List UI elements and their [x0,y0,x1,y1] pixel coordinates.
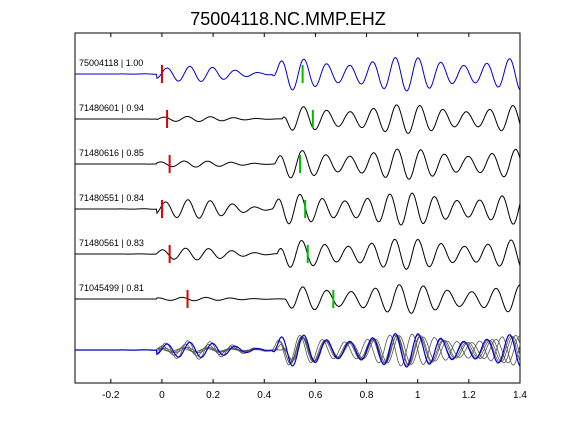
waveform-trace [75,238,521,270]
x-tick-label: 0.8 [360,390,374,401]
x-tick-label: 1.2 [462,390,476,401]
x-tick-label: 1.4 [513,390,527,401]
waveform-trace [75,104,521,134]
trace-label: 71480601 | 0.94 [79,103,144,113]
trace-label: 75004118 | 1.00 [79,58,143,68]
plot-frame [74,32,521,384]
waveform-trace [75,148,521,180]
trace-label: 71480561 | 0.83 [79,238,144,248]
x-axis: -0.2 0 0.2 0.4 0.6 0.8 1 1.2 1.4 [102,33,527,401]
x-tick-label: -0.2 [102,390,120,401]
x-tick-label: 0.6 [308,390,322,401]
waveform-trace [75,284,521,314]
x-tick-label: 1 [415,390,421,401]
x-tick-label: 0.2 [206,390,220,401]
trace-label: 71480616 | 0.85 [79,148,144,158]
waveform-trace [75,192,521,226]
trace-label: 71045499 | 0.81 [79,283,144,293]
trace-stack: 75004118 | 1.00 71480601 | 0.94 71480616 |… [75,57,521,368]
waveform-trace [75,57,521,92]
x-tick-label: 0 [159,390,165,401]
x-tick-label: 0.4 [257,390,271,401]
trace-label: 71480551 | 0.84 [79,193,144,203]
chart-title: 75004118.NC.MMP.EHZ [190,9,385,29]
overlay-trace [75,332,521,368]
